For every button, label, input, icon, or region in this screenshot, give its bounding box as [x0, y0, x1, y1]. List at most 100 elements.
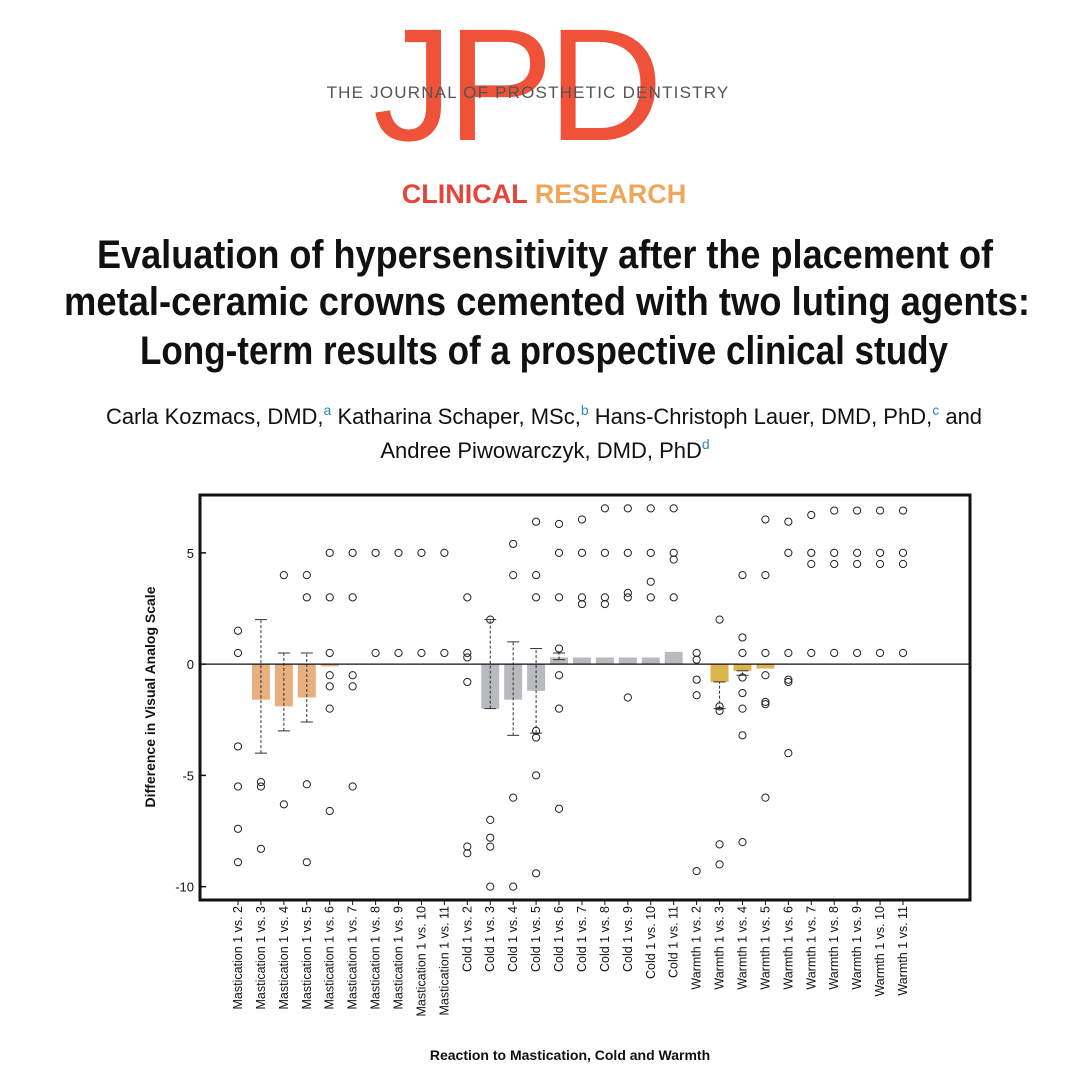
bar [504, 664, 523, 700]
data-point [875, 648, 885, 658]
data-point [623, 548, 632, 557]
bar [710, 664, 729, 682]
x-tick-label: Warmth 1 vs. 5 [758, 906, 772, 990]
x-axis-label: Reaction to Mastication, Cold and Warmth [430, 1047, 710, 1063]
data-point [417, 648, 426, 658]
x-tick-label: Cold 1 vs. 2 [460, 906, 474, 972]
x-tick-label: Warmth 1 vs. 7 [804, 906, 818, 990]
x-tick-label: Mastication 1 vs. 3 [254, 906, 268, 1010]
data-point [646, 548, 655, 557]
data-point [784, 517, 793, 526]
data-point [509, 539, 518, 549]
data-point [577, 593, 587, 602]
data-point [715, 615, 724, 624]
bar [733, 664, 752, 671]
data-point [875, 559, 885, 569]
data-point [600, 599, 609, 609]
bar [664, 651, 683, 665]
data-point [784, 749, 793, 758]
data-point [715, 840, 724, 849]
data-point [348, 671, 357, 680]
x-tick-label: Warmth 1 vs. 2 [690, 906, 704, 990]
bar [618, 657, 637, 665]
data-point [623, 693, 632, 702]
data-point [486, 842, 495, 851]
data-point [325, 704, 334, 713]
data-point [898, 548, 908, 557]
x-tick-label: Warmth 1 vs. 10 [873, 906, 887, 997]
data-point [738, 673, 747, 682]
x-tick-label: Cold 1 vs. 11 [667, 906, 681, 978]
data-point [692, 691, 701, 700]
data-point [738, 571, 747, 580]
data-point [853, 559, 862, 569]
data-point [348, 593, 357, 602]
data-point [715, 860, 724, 869]
data-point [486, 833, 495, 842]
data-point [233, 782, 243, 791]
article-title: Evaluation of hypersensitivity after the… [97, 233, 994, 277]
authors-line: Andree Piwowarczyk, DMD, PhDd [380, 436, 709, 463]
data-point [875, 548, 885, 557]
data-point [486, 815, 495, 824]
authors-line: Carla Kozmacs, DMD,a Katharina Schaper, … [106, 402, 982, 429]
y-tick-label: -10 [175, 880, 194, 895]
data-point [325, 806, 334, 816]
author: Carla Kozmacs, DMD, [106, 404, 324, 429]
x-tick-label: Cold 1 vs. 5 [529, 906, 543, 972]
x-tick-label: Cold 1 vs. 8 [598, 906, 612, 972]
data-point [554, 593, 564, 602]
journal-logo: JPD [373, 0, 657, 174]
data-point [761, 671, 770, 680]
data-point [233, 648, 243, 658]
data-point [853, 506, 862, 515]
bar [641, 657, 660, 665]
data-point [532, 571, 541, 580]
x-tick-label: Warmth 1 vs. 4 [735, 906, 749, 990]
data-point [279, 571, 288, 580]
data-point [348, 548, 357, 557]
data-point [509, 571, 518, 580]
y-tick-label: -5 [182, 768, 194, 783]
data-point [256, 777, 266, 787]
data-point [761, 648, 770, 658]
x-tick-label: Mastication 1 vs. 4 [277, 906, 291, 1010]
data-point [738, 688, 747, 698]
data-point [761, 793, 770, 802]
bar [595, 657, 614, 665]
data-point [532, 869, 541, 878]
x-tick-label: Mastication 1 vs. 8 [369, 906, 383, 1010]
data-point [715, 706, 724, 715]
data-point [256, 844, 266, 853]
affiliation-mark: a [324, 402, 332, 418]
data-point [233, 742, 243, 751]
y-tick-label: 5 [187, 546, 194, 561]
data-point [738, 731, 747, 740]
data-point [669, 555, 678, 564]
x-tick-label: Cold 1 vs. 7 [575, 906, 589, 972]
section-word: CLINICAL [402, 179, 528, 209]
affiliation-mark: d [702, 436, 710, 452]
data-point [784, 648, 793, 658]
data-point [853, 548, 862, 557]
data-point [669, 593, 678, 602]
data-point [463, 648, 472, 658]
data-point [577, 599, 587, 609]
data-point [646, 577, 655, 586]
data-point [898, 559, 908, 569]
x-tick-label: Cold 1 vs. 3 [483, 906, 497, 972]
data-point [738, 838, 747, 847]
data-point [233, 824, 243, 833]
data-point [600, 593, 609, 602]
data-point [325, 648, 334, 658]
article-title: Long-term results of a prospective clini… [140, 329, 949, 373]
data-point [233, 626, 243, 635]
data-point [761, 700, 770, 709]
data-point [600, 548, 609, 557]
data-point [348, 782, 357, 791]
x-tick-label: Mastication 1 vs. 11 [437, 906, 451, 1016]
data-point [325, 593, 334, 602]
data-point [830, 548, 839, 557]
data-point [348, 682, 357, 691]
